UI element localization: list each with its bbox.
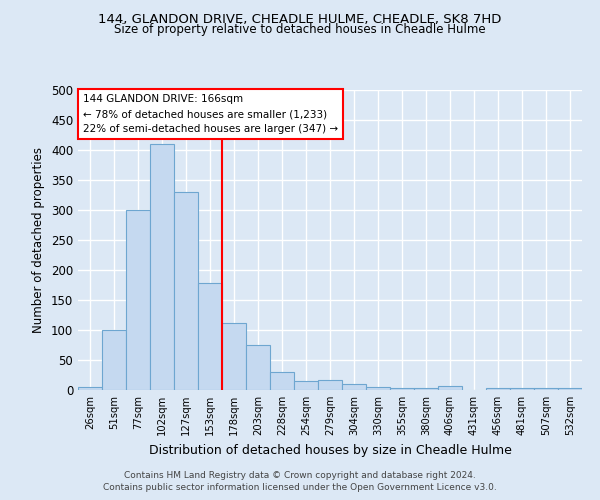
Bar — [390, 388, 414, 390]
Text: Size of property relative to detached houses in Cheadle Hulme: Size of property relative to detached ho… — [114, 24, 486, 36]
Bar — [534, 388, 558, 390]
Bar — [366, 387, 390, 390]
Bar — [510, 388, 534, 390]
Bar — [558, 388, 582, 390]
Bar — [150, 144, 174, 390]
Bar — [102, 330, 126, 390]
Text: 144, GLANDON DRIVE, CHEADLE HULME, CHEADLE, SK8 7HD: 144, GLANDON DRIVE, CHEADLE HULME, CHEAD… — [98, 12, 502, 26]
Text: Contains HM Land Registry data © Crown copyright and database right 2024.
Contai: Contains HM Land Registry data © Crown c… — [103, 471, 497, 492]
Bar — [246, 345, 270, 390]
Bar — [78, 387, 102, 390]
Bar — [486, 388, 510, 390]
Bar — [342, 384, 366, 390]
X-axis label: Distribution of detached houses by size in Cheadle Hulme: Distribution of detached houses by size … — [149, 444, 511, 456]
Bar — [438, 386, 462, 390]
Bar — [222, 323, 246, 390]
Bar — [318, 380, 342, 390]
Y-axis label: Number of detached properties: Number of detached properties — [32, 147, 46, 333]
Bar — [270, 372, 294, 390]
Bar — [414, 388, 438, 390]
Bar — [174, 192, 198, 390]
Text: 144 GLANDON DRIVE: 166sqm
← 78% of detached houses are smaller (1,233)
22% of se: 144 GLANDON DRIVE: 166sqm ← 78% of detac… — [83, 94, 338, 134]
Bar — [294, 381, 318, 390]
Bar — [198, 283, 222, 390]
Bar — [126, 210, 150, 390]
